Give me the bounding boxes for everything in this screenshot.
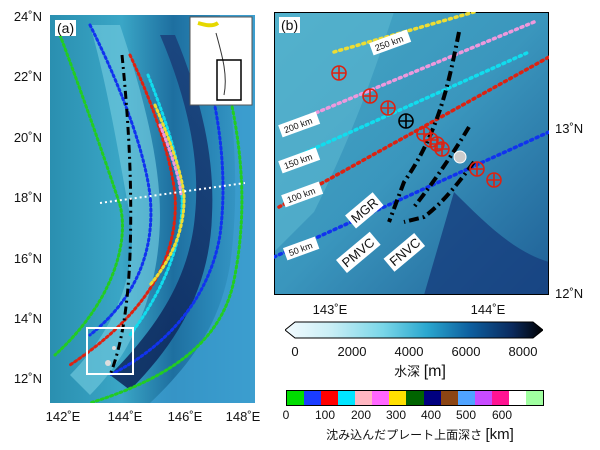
panel-b-label: (b) bbox=[279, 17, 301, 33]
slab-swatch-5 bbox=[372, 391, 390, 405]
slab-tick-0: 0 bbox=[282, 408, 290, 422]
slab-unit-text: [km] bbox=[485, 426, 514, 443]
slab-title-text: 沈み込んだプレート上面深さ bbox=[326, 428, 483, 442]
slab-tick-100: 100 bbox=[314, 408, 336, 422]
slab-swatch-9 bbox=[440, 391, 458, 405]
slab-tick-500: 500 bbox=[455, 408, 477, 422]
slab-swatch-1 bbox=[304, 391, 322, 405]
lon-label-b-144: 144˚E bbox=[470, 302, 506, 317]
lat-label-a-14: 14˚N bbox=[13, 311, 42, 326]
slab-swatch-0 bbox=[287, 391, 305, 405]
lon-label-a-142: 142˚E bbox=[45, 409, 81, 424]
lon-label-a-148: 148˚E bbox=[225, 409, 261, 424]
depth-tick-8000: 8000 bbox=[508, 344, 538, 359]
slab-swatch-7 bbox=[406, 391, 424, 405]
slab-swatch-14 bbox=[525, 391, 543, 405]
slab-swatch-10 bbox=[457, 391, 475, 405]
slab-colorbar-title: 沈み込んだプレート上面深さ [km] bbox=[300, 426, 540, 443]
depth-unit-text: [m] bbox=[423, 363, 446, 380]
panel-a-label: (a) bbox=[55, 20, 77, 36]
slab-swatch-6 bbox=[389, 391, 407, 405]
depth-tick-0: 0 bbox=[291, 344, 299, 359]
slab-swatch-12 bbox=[491, 391, 509, 405]
lon-label-a-146: 146˚E bbox=[167, 409, 203, 424]
slab-depth-colorbar bbox=[286, 390, 544, 406]
lat-label-a-16: 16˚N bbox=[13, 251, 42, 266]
lat-label-a-18: 18˚N bbox=[13, 190, 42, 205]
depth-title-text: 水深 bbox=[394, 364, 421, 379]
slab-swatch-3 bbox=[338, 391, 356, 405]
depth-colorbar-title: 水深 [m] bbox=[360, 361, 480, 381]
slab-tick-200: 200 bbox=[350, 408, 372, 422]
slab-swatch-11 bbox=[474, 391, 492, 405]
slab-swatch-2 bbox=[321, 391, 339, 405]
slab-tick-300: 300 bbox=[385, 408, 407, 422]
lon-label-b-143: 143˚E bbox=[312, 302, 348, 317]
depth-tick-6000: 6000 bbox=[451, 344, 481, 359]
slab-swatch-13 bbox=[508, 391, 526, 405]
lat-label-a-24: 24˚N bbox=[13, 9, 42, 24]
slab-tick-400: 400 bbox=[420, 408, 442, 422]
depth-colorbar bbox=[285, 321, 543, 339]
lat-label-a-12: 12˚N bbox=[13, 371, 42, 386]
lat-label-a-22: 22˚N bbox=[13, 69, 42, 84]
slab-tick-600: 600 bbox=[491, 408, 513, 422]
depth-tick-4000: 4000 bbox=[394, 344, 424, 359]
lat-label-b-13: 13˚N bbox=[555, 121, 584, 136]
lon-label-a-144: 144˚E bbox=[107, 409, 143, 424]
panel-b-map: 250 km 200 km 150 km 100 km 50 km MGR PM… bbox=[274, 12, 549, 295]
slab-swatch-8 bbox=[423, 391, 441, 405]
depth-tick-2000: 2000 bbox=[337, 344, 367, 359]
lat-label-a-20: 20˚N bbox=[13, 130, 42, 145]
lat-label-b-12: 12˚N bbox=[555, 286, 584, 301]
panel-a-map bbox=[50, 15, 255, 403]
slab-swatch-4 bbox=[355, 391, 373, 405]
